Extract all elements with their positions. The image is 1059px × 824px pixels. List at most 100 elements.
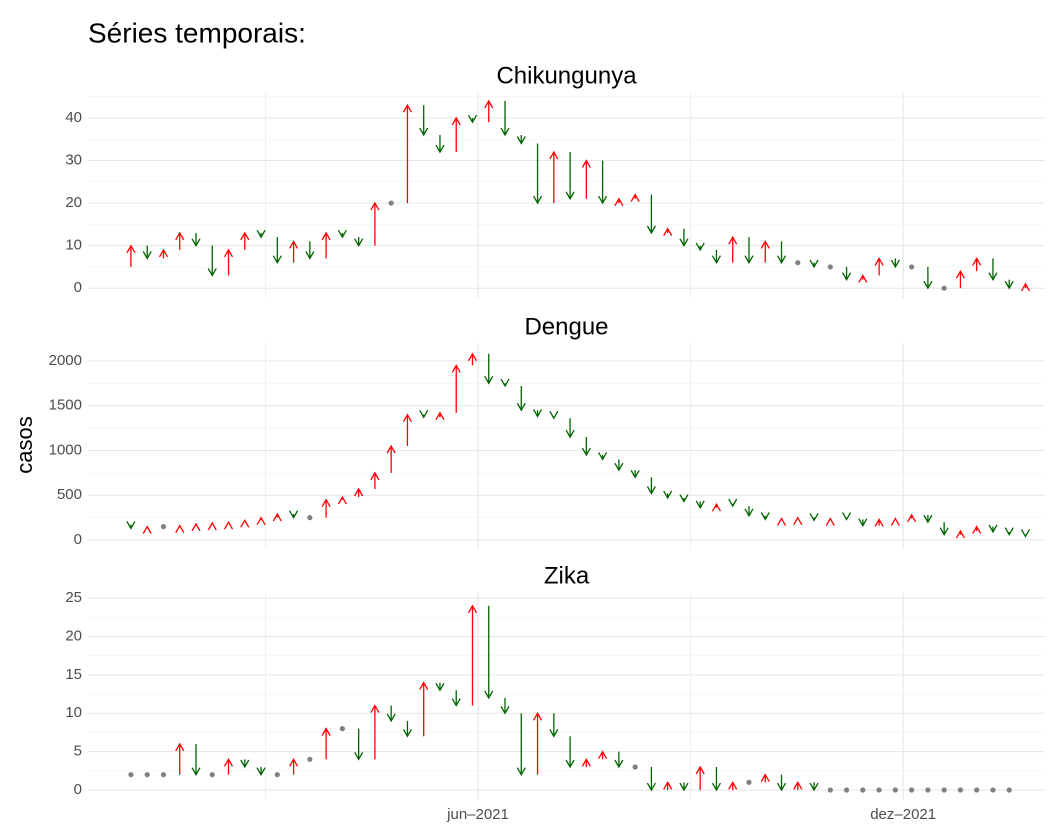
- change-arrow: [256, 766, 266, 776]
- y-axis-label: casos: [12, 416, 37, 473]
- change-arrow: [142, 245, 152, 260]
- arrow-head: [581, 159, 591, 168]
- change-arrow: [223, 758, 234, 775]
- arrow-head: [500, 378, 510, 388]
- change-arrow: [679, 228, 689, 247]
- change-arrow: [776, 241, 787, 264]
- arrow-head: [614, 197, 624, 207]
- change-arrow: [598, 750, 608, 760]
- change-arrow: [223, 248, 234, 276]
- change-arrow: [939, 522, 949, 536]
- change-arrow: [711, 766, 722, 792]
- change-arrow: [760, 773, 770, 783]
- arrow-head: [223, 758, 234, 767]
- change-arrow: [598, 452, 608, 461]
- change-arrow: [467, 114, 478, 124]
- point-unchanged: [827, 787, 833, 793]
- y-tick-label: 500: [57, 486, 82, 503]
- change-arrow: [695, 242, 705, 252]
- arrow-head: [126, 521, 136, 530]
- change-arrow: [191, 522, 201, 532]
- point-unchanged: [925, 787, 931, 793]
- arrow-head: [939, 527, 949, 536]
- change-arrow: [549, 713, 559, 738]
- change-arrow: [565, 418, 575, 439]
- change-arrow: [842, 266, 852, 282]
- arrow-head: [126, 244, 136, 253]
- change-arrow: [809, 259, 819, 269]
- change-arrow: [728, 498, 738, 508]
- change-arrow: [532, 711, 543, 775]
- arrow-head: [354, 487, 364, 497]
- arrow-head: [354, 751, 364, 761]
- arrow-head: [695, 765, 705, 775]
- arrow-head: [370, 471, 380, 481]
- change-arrow: [158, 248, 169, 259]
- change-arrow: [646, 766, 656, 792]
- arrow-head: [256, 229, 266, 239]
- arrow-head: [532, 711, 543, 721]
- change-arrow: [532, 143, 543, 205]
- y-tick-label: 30: [65, 151, 82, 168]
- arrow-head: [402, 413, 412, 422]
- change-arrow: [386, 444, 396, 473]
- point-unchanged: [909, 264, 915, 270]
- arrow-head: [711, 782, 722, 792]
- arrow-head: [598, 195, 608, 205]
- arrow-head: [419, 681, 429, 690]
- y-tick-label: 20: [65, 194, 82, 211]
- arrow-head: [516, 402, 526, 412]
- change-arrow: [435, 411, 445, 421]
- change-arrow: [549, 410, 559, 420]
- change-arrow: [256, 229, 266, 239]
- panel-title: Zika: [544, 562, 590, 589]
- y-tick-label: 15: [65, 666, 82, 683]
- arrow-head: [240, 519, 250, 528]
- change-arrow: [500, 378, 510, 388]
- arrow-head: [272, 512, 282, 522]
- arrow-head: [809, 782, 819, 792]
- change-arrow: [598, 160, 608, 205]
- change-arrow: [614, 197, 624, 207]
- change-arrow: [858, 518, 868, 528]
- point-unchanged: [307, 756, 313, 762]
- change-arrow: [760, 240, 770, 263]
- change-arrow: [565, 152, 575, 201]
- change-arrow: [695, 500, 705, 510]
- change-arrow: [728, 235, 738, 263]
- change-arrow: [500, 697, 510, 715]
- change-arrow: [760, 512, 770, 521]
- y-tick-label: 0: [74, 531, 82, 548]
- point-unchanged: [274, 772, 280, 778]
- change-arrow: [354, 237, 364, 247]
- arrow-head: [451, 698, 461, 707]
- change-arrow: [451, 116, 461, 153]
- change-arrow: [321, 727, 331, 760]
- change-arrow: [321, 498, 331, 518]
- arrow-head: [858, 518, 868, 528]
- arrow-head: [1020, 529, 1031, 538]
- change-arrow: [354, 728, 364, 761]
- arrow-head: [175, 231, 185, 241]
- arrow-head: [565, 429, 575, 439]
- change-arrow: [972, 525, 982, 534]
- point-unchanged: [827, 264, 833, 270]
- arrow-head: [598, 452, 608, 461]
- arrow-head: [191, 522, 201, 532]
- change-arrow: [321, 231, 331, 259]
- arrow-head: [207, 268, 217, 277]
- arrow-head: [776, 255, 787, 264]
- change-arrow: [191, 743, 201, 776]
- x-tick-label: jun–2021: [446, 806, 509, 823]
- arrow-head: [988, 272, 998, 282]
- arrow-head: [516, 767, 526, 776]
- arrow-head: [386, 444, 396, 454]
- change-arrow: [207, 521, 217, 531]
- change-arrow: [858, 274, 868, 283]
- change-arrow: [272, 512, 282, 522]
- change-arrow: [484, 353, 494, 385]
- arrow-head: [744, 255, 754, 264]
- arrow-head: [467, 114, 478, 124]
- point-unchanged: [957, 787, 964, 793]
- change-arrow: [842, 512, 852, 521]
